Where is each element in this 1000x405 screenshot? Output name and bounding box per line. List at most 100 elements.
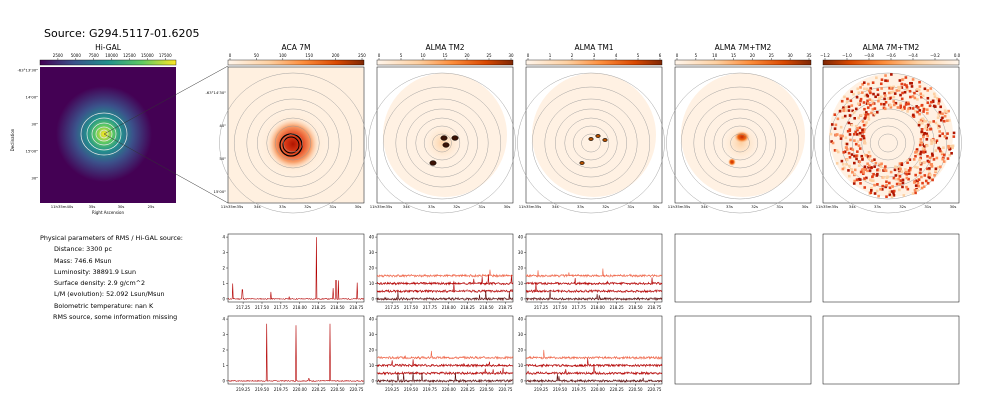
noise-pixel — [890, 195, 894, 199]
spectrum-tm2-row1: 0 10 20 30 40 217.25 217.50 217.75 218.00 218.25 2… — [369, 233, 514, 310]
noise-pixel — [866, 162, 869, 166]
noise-pixel — [943, 135, 947, 138]
noise-pixel — [884, 74, 887, 77]
noise-pixel — [906, 110, 909, 113]
source-title: Source: G294.5117-01.6205 — [44, 27, 200, 40]
map-x-label: 30s — [950, 204, 957, 209]
noise-pixel — [907, 177, 910, 181]
noise-pixel — [947, 144, 950, 148]
map-cb-label: 25 — [486, 53, 492, 58]
noise-pixel — [920, 103, 924, 107]
noise-pixel — [913, 91, 916, 95]
noise-pixel — [873, 158, 876, 161]
noise-pixel — [863, 87, 866, 91]
map-cb-label: 30 — [508, 53, 514, 58]
higal-cb-label: 15000 — [141, 53, 154, 58]
noise-pixel — [914, 109, 917, 113]
noise-pixel — [916, 110, 919, 114]
noise-pixel — [904, 168, 907, 171]
noise-pixel — [876, 183, 879, 186]
noise-pixel — [929, 127, 933, 131]
noise-pixel — [829, 132, 833, 136]
noise-pixel — [895, 182, 899, 186]
noise-pixel — [926, 181, 930, 185]
noise-pixel — [838, 109, 842, 113]
noise-pixel — [874, 161, 878, 165]
map-x-label: 33s — [726, 204, 733, 209]
noise-pixel — [859, 97, 863, 101]
noise-pixel — [907, 172, 911, 175]
noise-pixel — [941, 132, 944, 135]
map-cb-label: 10 — [712, 53, 718, 58]
noise-pixel — [889, 170, 893, 174]
noise-pixel — [866, 169, 869, 173]
noise-pixel — [919, 118, 923, 122]
noise-pixel — [888, 193, 892, 197]
noise-pixel — [884, 100, 888, 104]
spectrum-y-label: 20 — [369, 347, 375, 352]
map-x-label: 34s — [403, 204, 410, 209]
spectrum-y-label: 0 — [371, 296, 374, 301]
noise-pixel — [859, 170, 863, 174]
map-contour-ring — [730, 133, 750, 153]
noise-pixel — [899, 102, 902, 105]
noise-pixel — [888, 86, 891, 90]
spectrum-frame — [227, 233, 365, 303]
noise-pixel — [863, 94, 867, 98]
noise-pixel — [916, 106, 920, 109]
noise-pixel — [890, 190, 894, 193]
noise-pixel — [937, 165, 940, 169]
map-x-label: 31s — [776, 204, 783, 209]
map-x-label: 11h35m35s — [370, 204, 393, 209]
noise-pixel — [849, 99, 853, 103]
noise-pixel — [890, 87, 893, 90]
noise-pixel — [950, 151, 953, 155]
noise-pixel — [922, 151, 925, 154]
noise-pixel — [866, 106, 870, 109]
noise-pixel — [869, 87, 873, 90]
spectrum-x-label: 220.75 — [349, 387, 363, 392]
noise-pixel — [855, 95, 859, 99]
noise-pixel — [876, 172, 879, 176]
noise-pixel — [914, 184, 918, 187]
spectrum-x-label: 219.25 — [385, 387, 399, 392]
spectrum-x-label: 220.50 — [629, 387, 643, 392]
noise-pixel — [895, 89, 899, 92]
noise-pixel — [880, 95, 883, 99]
spectrum-y-label: 3 — [222, 250, 225, 255]
noise-pixel — [951, 144, 955, 148]
noise-pixel — [866, 113, 870, 116]
map-title: ALMA TM2 — [425, 43, 464, 52]
map-cb-label: 50 — [254, 53, 260, 58]
map-contour-ring — [828, 86, 948, 200]
map-contours — [219, 72, 367, 214]
noise-pixel — [848, 114, 852, 117]
map-cb-label: 15 — [442, 53, 448, 58]
noise-pixel — [854, 107, 858, 111]
noise-pixel — [877, 194, 880, 198]
map-cb-label: 3 — [593, 53, 596, 58]
noise-pixel — [888, 186, 892, 190]
rms-note: RMS source, some information missing — [53, 313, 178, 321]
noise-pixel — [931, 100, 935, 103]
noise-pixel — [882, 103, 886, 106]
noise-pixel — [911, 95, 915, 98]
noise-pixel — [916, 166, 919, 169]
spectrum-line — [227, 237, 365, 300]
noise-pixel — [853, 179, 856, 183]
noise-pixel — [892, 189, 896, 193]
zoom-line-bottom — [103, 133, 229, 204]
spectrum-y-label: 10 — [518, 281, 524, 286]
noise-pixel — [854, 130, 858, 134]
noise-pixel — [894, 101, 898, 105]
noise-pixel — [892, 90, 895, 94]
spectrum-x-label: 217.50 — [255, 305, 269, 310]
noise-pixel — [861, 158, 864, 161]
noise-pixel — [856, 128, 859, 132]
map-contours — [368, 72, 516, 214]
noise-pixel — [905, 85, 909, 89]
noise-pixel — [927, 160, 931, 164]
param-surface-density: Surface density: 2.9 g/cm^2 — [54, 279, 146, 288]
map-contour-ring — [531, 86, 651, 200]
noise-pixel — [906, 161, 909, 164]
